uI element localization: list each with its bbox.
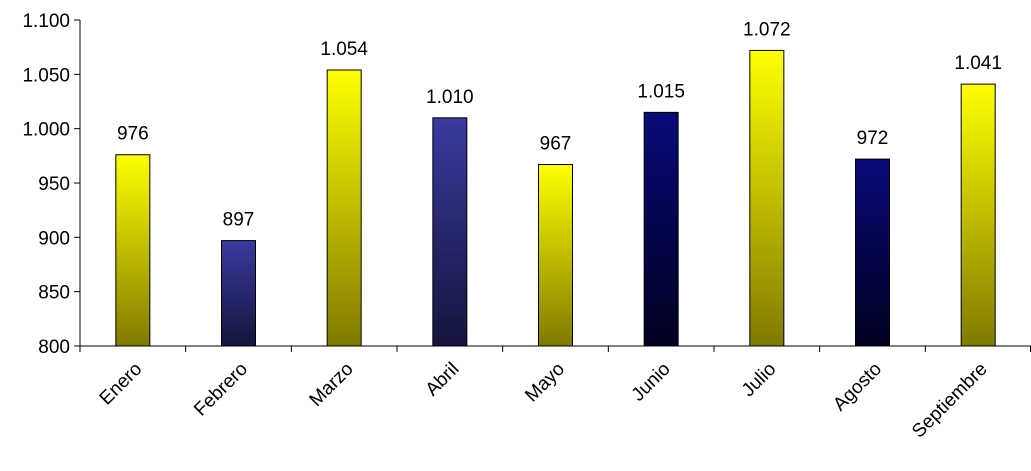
bar-julio: [749, 49, 785, 347]
x-tick-label: Marzo: [306, 359, 358, 411]
y-tick-label: 1.000: [22, 120, 70, 141]
x-tick-label: Julio: [738, 359, 780, 401]
bar-septiembre: [960, 83, 996, 347]
bars: [115, 49, 996, 347]
y-axis: 800 850 900 950 1.000 1.050 1.100: [22, 11, 81, 358]
y-tick-label: 850: [38, 283, 70, 304]
data-label: 897: [223, 210, 255, 231]
data-label: 1.010: [426, 87, 474, 108]
y-tick-label: 1.050: [22, 65, 70, 86]
data-label: 1.054: [320, 39, 368, 60]
x-tick-label: Junio: [628, 359, 675, 406]
y-tick-label: 800: [38, 337, 70, 358]
data-labels: 976 897 1.054 1.010 967 1.015 1.072 972 1.041: [117, 19, 1002, 230]
data-label: 1.072: [743, 19, 791, 40]
x-axis: Enero Febrero Marzo Abril Mayo Junio Julio Agos…: [79, 345, 1031, 443]
y-tick-label: 1.100: [22, 11, 70, 32]
data-label: 1.015: [637, 81, 685, 102]
bar-enero: [115, 154, 151, 347]
data-label: 972: [857, 128, 889, 149]
data-label: 967: [540, 134, 572, 155]
y-tick-label: 900: [38, 228, 70, 249]
bar-agosto: [855, 158, 890, 347]
y-tick-label: 950: [38, 174, 70, 195]
x-tick-label: Mayo: [521, 359, 569, 407]
x-tick-label: Abril: [422, 359, 464, 401]
bar-abril: [432, 117, 468, 347]
bar-marzo: [326, 69, 362, 347]
x-tick-label: Enero: [96, 359, 147, 410]
bar-junio: [643, 111, 679, 347]
data-label: 1.041: [954, 53, 1002, 74]
data-label: 976: [117, 124, 149, 145]
x-tick-label: Septiembre: [908, 359, 992, 443]
x-tick-label: Febrero: [190, 359, 252, 421]
x-tick-label: Agosto: [829, 359, 886, 416]
bar-febrero: [221, 240, 256, 347]
bar-mayo: [538, 164, 573, 347]
